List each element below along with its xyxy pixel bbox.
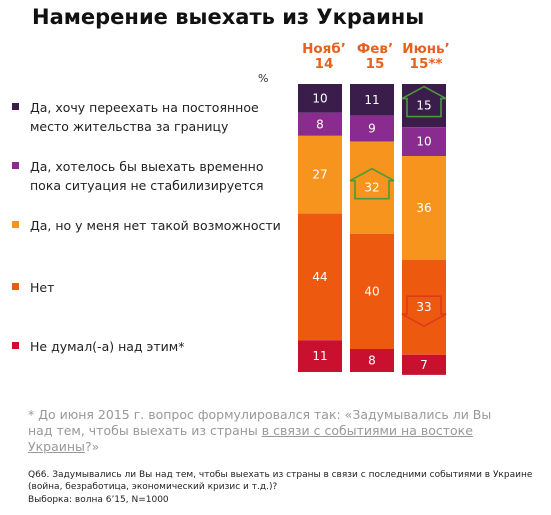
bar-segment <box>350 348 394 372</box>
bar-value-label: 8 <box>368 353 376 367</box>
page-title: Намерение выехать из Украины <box>32 5 425 29</box>
bar-value-label: 9 <box>368 122 376 136</box>
bar-segment <box>298 84 342 113</box>
legend-label: Да, хотелось бы выехать временно пока си… <box>30 159 264 193</box>
bar-value-label: 27 <box>312 168 327 182</box>
bar-value-label: 11 <box>364 93 379 107</box>
bar-value-label: 10 <box>312 91 327 105</box>
footnote: * До июня 2015 г. вопрос формулировался … <box>28 407 498 455</box>
legend-label: Не думал(-а) над этим* <box>30 339 185 354</box>
bar-value-label: 40 <box>364 284 379 298</box>
column-header-feb15: Фев’ 15 <box>345 42 405 72</box>
sample-text: Выборка: волна 6’15, N=1000 <box>28 495 169 505</box>
bar-value-label: 10 <box>416 135 431 149</box>
column-header-line1: Нояб’ <box>302 41 346 57</box>
question-text: Q66. Задумывались ли Вы над тем, чтобы в… <box>28 470 533 492</box>
bar-segment <box>350 84 394 116</box>
bar-segment <box>402 259 446 355</box>
footnote-underlined-text: в связи с событиями на востоке Украины <box>28 423 473 454</box>
column-header-nov14: Нояб’ 14 <box>294 42 354 72</box>
legend-swatch <box>12 221 19 228</box>
legend-swatch <box>12 162 19 169</box>
bar-value-label: 33 <box>416 300 431 314</box>
bar-segment <box>402 84 446 128</box>
bar-segment <box>298 112 342 136</box>
increase-arrow-icon <box>349 167 395 200</box>
bar-value-label: 7 <box>420 358 428 372</box>
bar-value-label: 44 <box>312 270 327 284</box>
footnote-text: * До июня 2015 г. вопрос формулировался … <box>28 407 492 438</box>
unit-label: % <box>258 72 269 85</box>
legend-label: Да, но у меня нет такой возможности <box>30 218 281 233</box>
bar-segment <box>402 127 446 156</box>
bar-segment <box>402 354 446 375</box>
bar-segment <box>402 156 446 260</box>
bar-value-label: 32 <box>364 181 379 195</box>
column-header-line1: Июнь’ <box>402 41 450 57</box>
bar-segment <box>298 340 342 372</box>
bar-segment <box>298 135 342 214</box>
column-header-line1: Фев’ <box>356 41 394 57</box>
legend-swatch <box>12 283 19 290</box>
legend-swatch <box>12 103 19 110</box>
column-header-line2: 15 <box>365 56 385 72</box>
legend-swatch <box>12 342 19 349</box>
bar-value-label: 8 <box>316 117 324 131</box>
footnote-text-end: ?» <box>84 439 100 454</box>
increase-arrow-icon <box>401 85 447 118</box>
bar-segment <box>298 213 342 341</box>
column-header-line2: 14 <box>314 56 334 72</box>
bar-segment <box>350 141 394 234</box>
legend-label: Да, хочу переехать на постоянное место ж… <box>30 100 259 134</box>
column-header-line2: 15** <box>409 56 443 72</box>
bar-value-label: 36 <box>416 201 431 215</box>
decrease-arrow-icon <box>401 295 447 328</box>
column-header-jun15: Июнь’ 15** <box>396 42 456 72</box>
bar-value-label: 11 <box>312 349 327 363</box>
legend-label: Нет <box>30 280 55 295</box>
bar-segment <box>350 233 394 349</box>
bar-segment <box>350 115 394 142</box>
bar-value-label: 15 <box>416 99 431 113</box>
